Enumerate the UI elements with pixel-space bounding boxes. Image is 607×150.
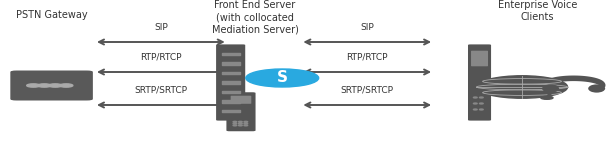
Circle shape [239,121,242,122]
Circle shape [246,69,319,87]
Text: SRTP/SRTCP: SRTP/SRTCP [341,85,394,94]
Circle shape [244,121,248,122]
FancyBboxPatch shape [10,70,93,101]
Circle shape [473,103,477,104]
FancyBboxPatch shape [216,44,245,121]
Circle shape [480,109,483,110]
Circle shape [473,97,477,98]
Circle shape [233,121,237,122]
Text: SRTP/SRTCP: SRTP/SRTCP [134,85,188,94]
Circle shape [239,125,242,126]
Ellipse shape [542,84,559,93]
Circle shape [244,123,248,124]
Ellipse shape [588,84,605,93]
Circle shape [244,125,248,126]
Text: RTP/RTCP: RTP/RTCP [347,52,388,62]
FancyBboxPatch shape [468,44,491,121]
Text: PSTN Gateway: PSTN Gateway [16,10,87,20]
Circle shape [541,96,553,99]
FancyBboxPatch shape [231,96,251,104]
Circle shape [480,103,483,104]
Circle shape [49,84,62,87]
Circle shape [239,123,242,124]
Circle shape [233,123,237,124]
Text: SIP: SIP [361,22,374,32]
Circle shape [473,109,477,110]
Circle shape [59,84,73,87]
Circle shape [233,125,237,126]
Text: SIP: SIP [154,22,168,32]
Text: RTP/RTCP: RTP/RTCP [140,52,181,62]
Text: Front End Server
(with collocated
Mediation Server): Front End Server (with collocated Mediat… [211,0,299,35]
Circle shape [38,84,51,87]
FancyBboxPatch shape [226,92,256,131]
FancyBboxPatch shape [471,51,488,66]
Circle shape [476,76,568,98]
Circle shape [480,97,483,98]
Text: Enterprise Voice
Clients: Enterprise Voice Clients [498,0,577,22]
Text: S: S [277,70,288,86]
Circle shape [27,84,40,87]
